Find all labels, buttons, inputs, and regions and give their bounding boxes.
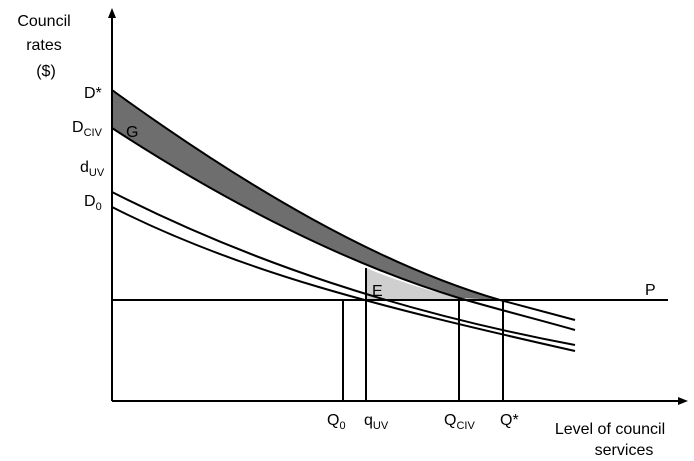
curve-label-sub: UV bbox=[89, 167, 105, 179]
quantity-label-sub: CIV bbox=[456, 420, 475, 432]
curve-label: dUV bbox=[80, 159, 105, 179]
curve-label-sub: 0 bbox=[96, 201, 102, 213]
curve-label: D* bbox=[84, 85, 102, 102]
y-axis-label: Council bbox=[17, 13, 70, 30]
curve-label: DCIV bbox=[72, 119, 103, 139]
quantity-label: QCIV bbox=[444, 412, 475, 432]
quantity-label-main: Q bbox=[327, 412, 339, 429]
area-g bbox=[112, 90, 500, 300]
curve-label-main: D bbox=[84, 193, 96, 210]
x-axis-label: services bbox=[595, 442, 654, 459]
quantity-label-main: q bbox=[364, 412, 373, 429]
quantity-label: qUV bbox=[364, 412, 389, 432]
curve-d-uv bbox=[111, 191, 576, 346]
quantity-label-main: Q bbox=[444, 412, 456, 429]
curve-label-main: D bbox=[72, 119, 84, 136]
price-label: P bbox=[645, 282, 656, 299]
y-axis-label: ($) bbox=[36, 63, 56, 80]
x-axis-arrow bbox=[678, 397, 688, 405]
quantity-label-sub: UV bbox=[373, 420, 389, 432]
x-axis-label: Level of council bbox=[555, 421, 665, 438]
area-label: G bbox=[126, 124, 138, 141]
curve-d-star bbox=[111, 89, 576, 321]
area-label: E bbox=[372, 283, 383, 300]
area-e bbox=[366, 268, 459, 300]
curve-label-main: d bbox=[80, 159, 89, 176]
curve-d-civ bbox=[111, 127, 576, 331]
curve-label-sub: CIV bbox=[84, 127, 103, 139]
curve-d-0 bbox=[111, 206, 576, 352]
quantity-label: Q0 bbox=[327, 412, 346, 432]
curve-label: D0 bbox=[84, 193, 102, 213]
quantity-label-sub: 0 bbox=[339, 420, 345, 432]
y-axis-label: rates bbox=[26, 37, 62, 54]
y-axis-arrow bbox=[108, 8, 116, 18]
quantity-label: Q* bbox=[500, 412, 519, 429]
